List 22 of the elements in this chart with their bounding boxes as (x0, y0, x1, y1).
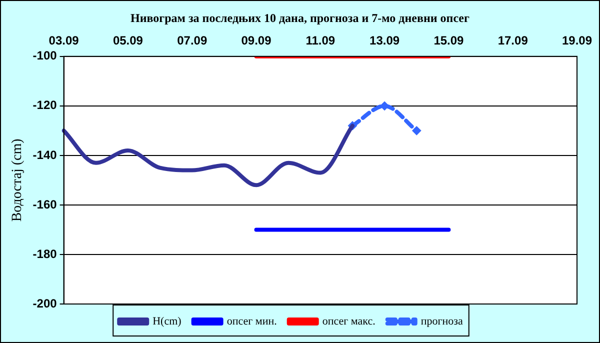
x-tick-label: 15.09 (434, 34, 464, 48)
x-tick-label: 13.09 (370, 34, 400, 48)
y-tick-label: -160 (32, 197, 58, 212)
y-axis-title: Водостај (cm) (10, 138, 26, 222)
x-tick-label: 19.09 (562, 34, 592, 48)
y-tick-label: -140 (32, 148, 58, 162)
legend-label: опсег мин. (226, 315, 278, 328)
legend-label: опсег макс. (322, 315, 376, 328)
y-tick-label: -180 (32, 246, 58, 261)
y-tick-label: -200 (32, 296, 58, 310)
x-tick-label: 11.09 (306, 34, 336, 48)
x-tick-label: 07.09 (177, 34, 208, 48)
chart-title: Нивограм за последњих 10 дана, прогноза и 7-мо дневни опсег (130, 11, 470, 26)
x-tick-label: 09.09 (241, 34, 272, 48)
legend-label: прогноза (420, 315, 464, 328)
y-tick-label: -120 (32, 98, 58, 112)
legend-label: H(cm) (152, 315, 182, 328)
y-tick-label: -100 (32, 48, 58, 63)
x-tick-label: 03.09 (48, 34, 80, 48)
x-tick-label: 17.09 (498, 34, 528, 48)
point (412, 126, 422, 136)
x-tick-label: 05.09 (112, 34, 144, 48)
